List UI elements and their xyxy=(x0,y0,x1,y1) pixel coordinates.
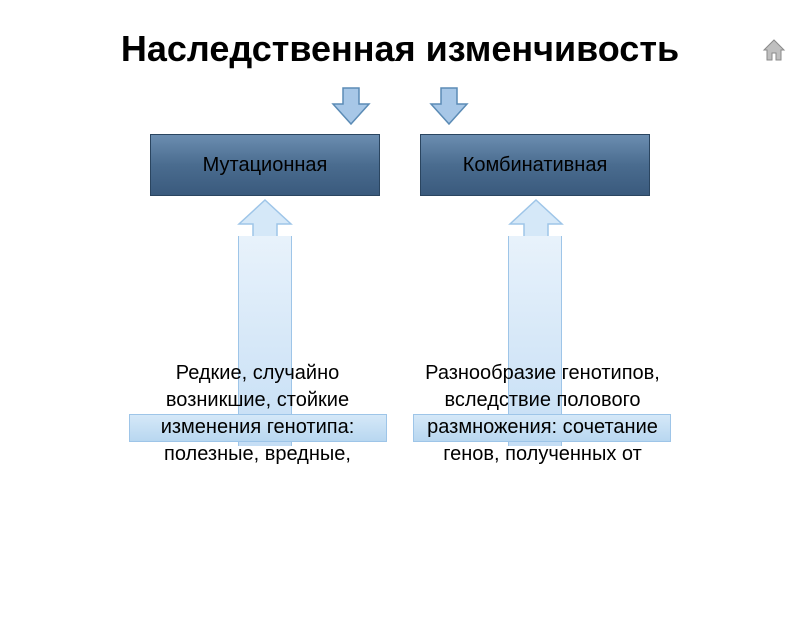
category-label-left: Мутационная xyxy=(203,154,328,177)
arrow-down-left xyxy=(327,82,375,130)
description-right: Разнообразие генотипов, вследствие полов… xyxy=(413,360,673,468)
desc-right-line-2: размножения: сочетание xyxy=(413,414,673,441)
desc-right-line-0: Разнообразие генотипов, xyxy=(413,360,673,387)
desc-right-line-3: генов, полученных от xyxy=(413,441,673,468)
descriptions-row: Редкие, случайно возникшие, стойкие изме… xyxy=(0,360,800,468)
desc-right-line-1: вследствие полового xyxy=(413,387,673,414)
arrow-up-left xyxy=(237,198,293,238)
category-boxes-row: Мутационная Комбинативная xyxy=(0,134,800,196)
desc-left-line-1: возникшие, стойкие xyxy=(128,387,388,414)
page-title: Наследственная изменчивость xyxy=(0,28,800,70)
category-label-right: Комбинативная xyxy=(463,154,608,177)
arrows-up-row xyxy=(0,198,800,238)
desc-left-line-2: изменения генотипа: xyxy=(128,414,388,441)
category-box-left: Мутационная xyxy=(150,134,380,196)
arrows-down-row xyxy=(0,82,800,130)
arrow-down-right xyxy=(425,82,473,130)
description-left: Редкие, случайно возникшие, стойкие изме… xyxy=(128,360,388,468)
home-icon[interactable] xyxy=(760,36,788,64)
arrow-up-right xyxy=(508,198,564,238)
desc-left-line-3: полезные, вредные, xyxy=(128,441,388,468)
category-box-right: Комбинативная xyxy=(420,134,650,196)
desc-left-line-0: Редкие, случайно xyxy=(128,360,388,387)
